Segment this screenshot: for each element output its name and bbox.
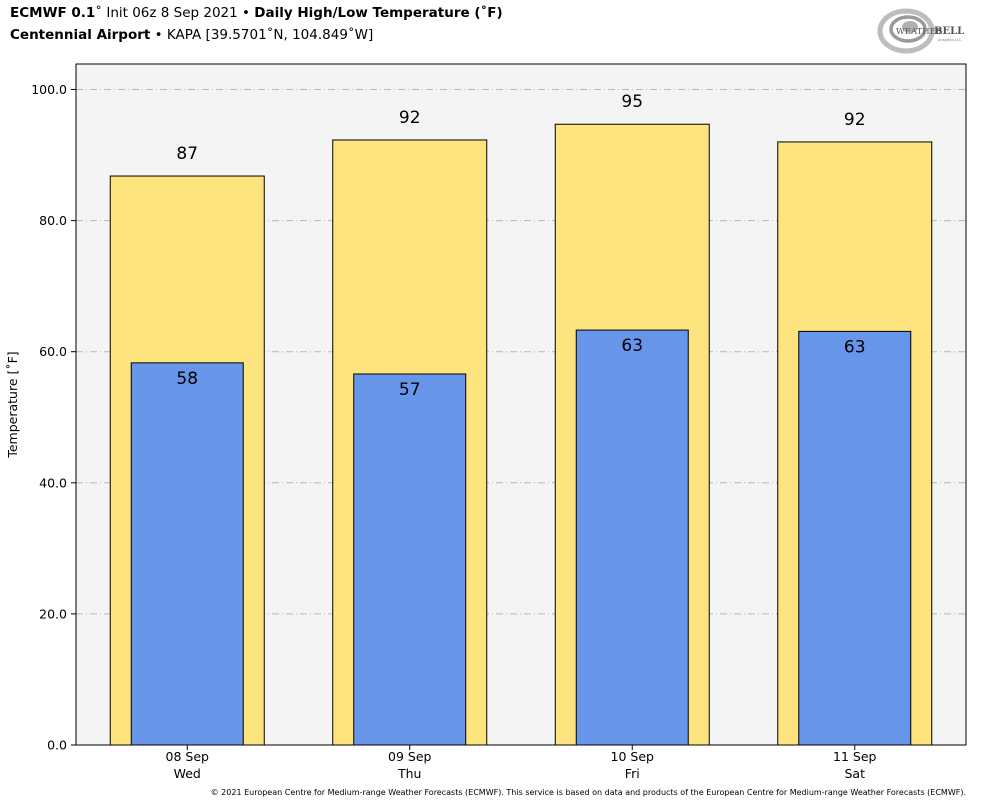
low-temp-label: 63 — [621, 336, 643, 356]
init-text: ˚ Init 06z 8 Sep 2021 — [95, 5, 238, 21]
x-tick-label-day: Sat — [845, 766, 866, 781]
logo-swirl-inner — [889, 15, 927, 43]
chart-title-line1: ECMWF 0.1˚ Init 06z 8 Sep 2021 • Daily H… — [10, 5, 503, 21]
low-temp-bar — [130, 362, 244, 746]
logo-swirl-core — [902, 21, 918, 33]
high-temp-label: 95 — [621, 92, 643, 112]
y-tick-label: 0.0 — [47, 738, 67, 753]
low-temp-bar — [575, 329, 689, 746]
x-tick-label-day: Fri — [625, 766, 640, 781]
low-temp-bar — [798, 330, 912, 746]
temperature-bar-chart: 0.0 20.0 40.0 60.0 80.0 100.0 87 58 92 57 95 63 92 6… — [5, 63, 967, 781]
chart-title-line2: Centennial Airport • KAPA [39.5701˚N, 10… — [10, 27, 373, 43]
x-tick-label-date: 11 Sep — [833, 749, 877, 764]
x-tick-label-day: Wed — [174, 766, 201, 781]
high-temp-label: 92 — [399, 108, 421, 128]
x-tick-label-date: 09 Sep — [388, 749, 432, 764]
model-name: ECMWF 0.1 — [10, 5, 96, 21]
y-tick-label: 100.0 — [31, 82, 67, 97]
y-axis: 0.0 20.0 40.0 60.0 80.0 100.0 — [31, 82, 76, 753]
station-name: Centennial Airport — [10, 27, 151, 43]
bars: 87 58 92 57 95 63 92 63 — [109, 92, 933, 746]
x-tick-label-date: 08 Sep — [166, 749, 210, 764]
y-tick-label: 20.0 — [39, 606, 67, 621]
gridlines — [76, 89, 966, 615]
weatherbell-logo: WEATHER BELL Analytics LLC — [877, 8, 964, 54]
y-tick-label: 40.0 — [39, 475, 67, 490]
high-temp-label: 87 — [176, 144, 198, 164]
product-name: Daily High/Low Temperature (˚F) — [254, 5, 503, 21]
logo-text-weather: WEATHER — [896, 27, 943, 37]
logo-swirl-outer — [877, 8, 935, 54]
x-tick-label-date: 10 Sep — [611, 749, 655, 764]
x-tick-label-day: Thu — [397, 766, 421, 781]
low-temp-label: 58 — [176, 369, 198, 389]
low-temp-label: 63 — [844, 337, 866, 357]
y-tick-label: 80.0 — [39, 213, 67, 228]
copyright-footer: © 2021 European Centre for Medium-range … — [210, 788, 966, 797]
title-separator: • — [237, 5, 255, 21]
station-location: KAPA [39.5701˚N, 104.849˚W] — [166, 27, 374, 43]
x-axis: 08 Sep Wed 09 Sep Thu 10 Sep Fri 11 Sep Sat — [166, 745, 877, 781]
location-separator: • — [150, 27, 167, 43]
y-axis-label: Temperature [˚F] — [5, 351, 20, 458]
logo-text-bell: BELL — [934, 26, 964, 37]
plot-frame — [75, 63, 967, 746]
low-temp-label: 57 — [399, 380, 421, 400]
high-temp-label: 92 — [844, 110, 866, 130]
logo-text-small: Analytics LLC — [938, 38, 962, 42]
y-tick-label: 60.0 — [39, 344, 67, 359]
low-temp-bar — [353, 373, 467, 746]
